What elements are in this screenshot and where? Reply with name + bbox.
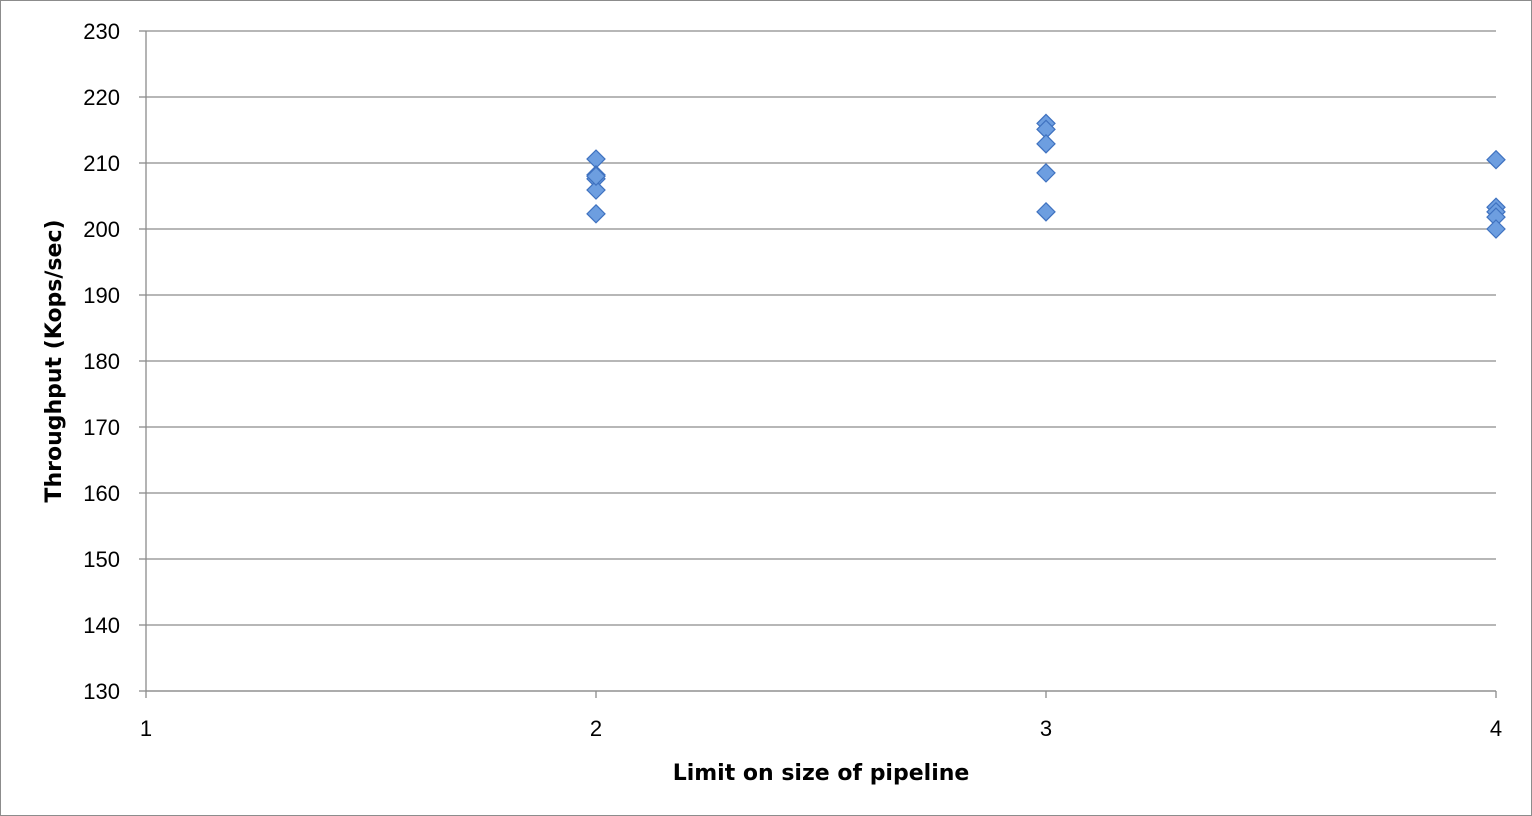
y-tick-label: 200 [83,217,120,242]
y-tick-label: 150 [83,547,120,572]
y-tick-label: 160 [83,481,120,506]
y-tick-label: 230 [83,19,120,44]
y-tick-label: 180 [83,349,120,374]
data-point [586,203,606,224]
y-tick-label: 190 [83,283,120,308]
x-tick-label: 2 [590,716,602,741]
data-point [1486,219,1506,239]
y-tick-label: 220 [83,85,120,110]
data-point [1036,201,1056,222]
y-tick-label: 210 [83,151,120,176]
x-tick-label: 1 [140,716,152,741]
y-tick-label: 130 [83,679,120,704]
y-tick-label: 170 [83,415,120,440]
data-point [1036,134,1056,154]
x-axis-title: Limit on size of pipeline [673,761,970,786]
y-axis-title: Throughput (Kops/sec) [42,219,67,502]
data-point [586,166,606,187]
grid-lines [146,30,1496,692]
data-points [586,113,1506,239]
tick-labels: 130 140 150 160 170 180 190 200 210 220 230 1 2 3 4 [83,19,1502,741]
y-tick-label: 140 [83,613,120,638]
data-point [586,180,606,200]
axes [139,30,1497,698]
data-point [1486,149,1506,170]
x-tick-label: 3 [1040,716,1052,741]
data-point [1036,163,1056,183]
x-tick-label: 4 [1490,716,1502,741]
